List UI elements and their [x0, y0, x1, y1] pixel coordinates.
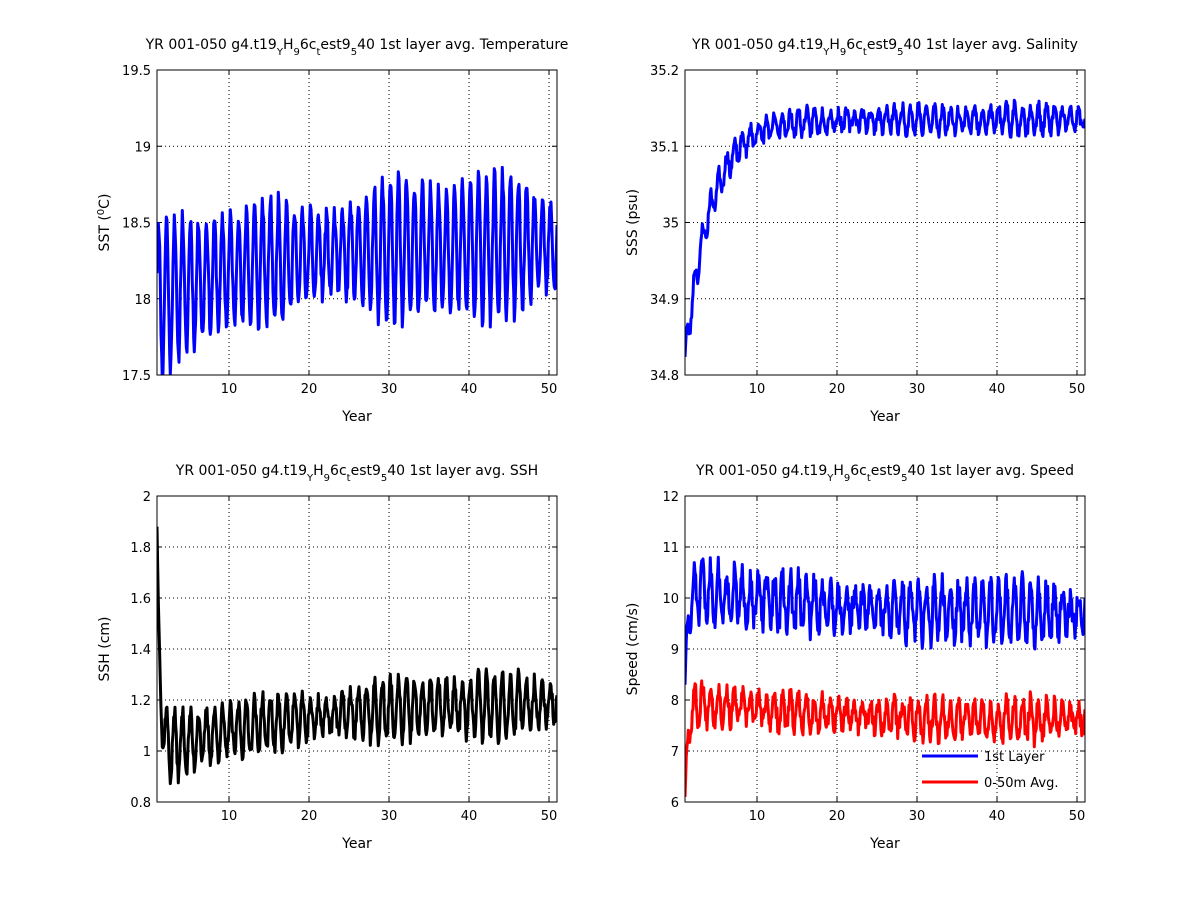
- x-tick-label: 40: [989, 809, 1006, 824]
- y-tick-label: 10: [662, 592, 679, 607]
- x-tick-label: 40: [461, 809, 478, 824]
- x-tick-label: 30: [909, 382, 926, 397]
- x-tick-label: 20: [829, 809, 846, 824]
- y-tick-label: 19: [134, 140, 151, 155]
- axes-frame: [156, 495, 558, 803]
- y-tick-label: 19.5: [122, 64, 151, 79]
- series-line-1: [685, 98, 1085, 357]
- y-tick-label: 18.5: [122, 217, 151, 232]
- axes-frame: [156, 69, 558, 376]
- series-line-2: [685, 679, 1085, 797]
- chart-title: YR 001-050 g4.t19YH96ctest9540 1st layer…: [691, 37, 1078, 58]
- chart-panel-3: 10 20 30 40 50 0.8 1 1.2 1.4 1.6 1.8 2 YR 001-050 g4…: [97, 463, 558, 852]
- y-tick-label: 35: [662, 217, 679, 232]
- y-tick-label: 12: [662, 490, 679, 505]
- x-tick-label: 50: [1069, 809, 1086, 824]
- x-axis-label: Year: [341, 409, 372, 425]
- y-axis-label: Speed (cm/s): [625, 603, 641, 696]
- x-tick-label: 10: [749, 382, 766, 397]
- y-tick-label: 34.9: [650, 293, 679, 308]
- x-tick-label: 50: [541, 809, 558, 824]
- y-tick-label: 1.6: [130, 592, 151, 607]
- x-tick-label: 30: [381, 382, 398, 397]
- y-tick-label: 1: [143, 745, 151, 760]
- y-tick-label: 0.8: [130, 796, 151, 811]
- y-axis-label: SSH (cm): [97, 616, 113, 681]
- axes-frame: [684, 69, 1086, 376]
- y-tick-label: 1.4: [130, 643, 151, 658]
- y-tick-label: 9: [671, 643, 679, 658]
- x-tick-label: 10: [749, 809, 766, 824]
- series-line-1: [157, 165, 557, 375]
- chart-title: YR 001-050 g4.t19YH96ctest9540 1st layer…: [175, 463, 538, 484]
- chart-panel-1: 10 20 30 40 50 17.5 18 18.5 19 19.5 YR 001-050 g4.…: [96, 37, 569, 425]
- axes-frame: [684, 495, 1086, 803]
- x-tick-label: 50: [541, 382, 558, 397]
- y-tick-label: 6: [671, 796, 679, 811]
- x-tick-label: 30: [909, 809, 926, 824]
- y-tick-label: 18: [134, 293, 151, 308]
- x-tick-label: 20: [301, 382, 318, 397]
- legend-label-1: 1st Layer: [984, 750, 1045, 765]
- chart-title: YR 001-050 g4.t19YH96ctest9540 1st layer…: [145, 37, 569, 58]
- x-tick-label: 40: [989, 382, 1006, 397]
- y-tick-label: 34.8: [650, 369, 679, 384]
- y-tick-label: 35.1: [650, 140, 679, 155]
- y-tick-label: 2: [143, 490, 151, 505]
- y-tick-label: 1.2: [130, 694, 151, 709]
- y-tick-label: 35.2: [650, 64, 679, 79]
- x-tick-label: 20: [301, 809, 318, 824]
- legend-label-2: 0-50m Avg.: [984, 776, 1059, 791]
- x-tick-label: 50: [1069, 382, 1086, 397]
- chart-panel-2: 10 20 30 40 50 34.8 34.9 35 35.1 35.2 YR 001-050 g…: [625, 37, 1086, 425]
- chart-title: YR 001-050 g4.t19YH96ctest9540 1st layer…: [695, 463, 1074, 484]
- x-tick-label: 20: [829, 382, 846, 397]
- series-line-1: [157, 526, 557, 786]
- chart-panel-4: 10 20 30 40 50 6 7 8 9 10 11 12 YR 001-050 g4.t19YH9…: [625, 463, 1086, 852]
- y-tick-label: 11: [662, 541, 679, 556]
- y-tick-label: 1.8: [130, 541, 151, 556]
- x-tick-label: 40: [461, 382, 478, 397]
- y-tick-label: 8: [671, 694, 679, 709]
- y-axis-label: SSS (psu): [625, 189, 641, 256]
- x-tick-label: 10: [221, 382, 238, 397]
- y-tick-label: 7: [671, 745, 679, 760]
- x-tick-label: 30: [381, 809, 398, 824]
- x-axis-label: Year: [341, 836, 372, 852]
- x-tick-label: 10: [221, 809, 238, 824]
- y-tick-label: 17.5: [122, 369, 151, 384]
- y-axis-label: SST (0C): [96, 194, 114, 252]
- series-line-1: [685, 555, 1085, 685]
- x-axis-label: Year: [869, 836, 900, 852]
- x-axis-label: Year: [869, 409, 900, 425]
